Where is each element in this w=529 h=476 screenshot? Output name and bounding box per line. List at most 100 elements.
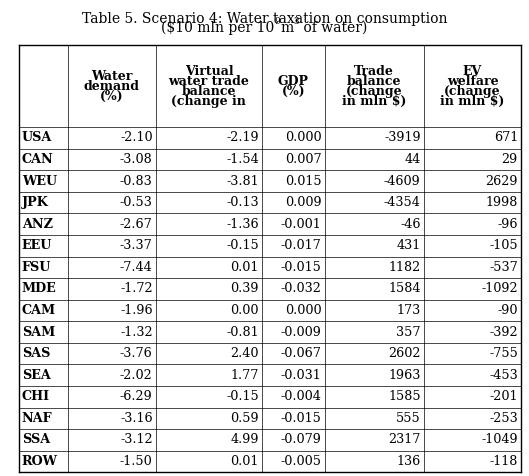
Text: CAM: CAM [22,304,56,317]
Text: 431: 431 [396,239,421,252]
Text: (change: (change [444,85,501,98]
Text: ANZ: ANZ [22,218,53,231]
Text: -0.009: -0.009 [280,326,321,338]
Text: EEU: EEU [22,239,52,252]
Text: 2317: 2317 [388,433,421,446]
Text: 555: 555 [396,412,421,425]
Text: -96: -96 [497,218,518,231]
Text: -0.005: -0.005 [280,455,321,468]
Text: 0.015: 0.015 [285,175,321,188]
Text: 0.000: 0.000 [285,304,321,317]
Text: 1182: 1182 [388,261,421,274]
Text: -253: -253 [489,412,518,425]
Text: 2629: 2629 [486,175,518,188]
Text: 1.77: 1.77 [231,369,259,382]
Text: -1.72: -1.72 [120,282,153,296]
Text: -118: -118 [489,455,518,468]
Text: -2.02: -2.02 [120,369,153,382]
Text: 357: 357 [396,326,421,338]
Text: 1584: 1584 [388,282,421,296]
Text: Water: Water [91,69,132,83]
Text: -0.15: -0.15 [226,390,259,403]
Text: -7.44: -7.44 [120,261,153,274]
Text: -90: -90 [497,304,518,317]
Text: EV: EV [463,65,482,78]
Text: 1998: 1998 [486,196,518,209]
Text: water trade: water trade [169,75,249,88]
Text: NAF: NAF [22,412,52,425]
Text: -0.015: -0.015 [280,412,321,425]
Text: SAS: SAS [22,347,50,360]
Text: 1585: 1585 [388,390,421,403]
Text: 0.009: 0.009 [285,196,321,209]
Text: Trade: Trade [354,65,394,78]
Text: JPK: JPK [22,196,49,209]
Text: -4609: -4609 [384,175,421,188]
Text: Virtual: Virtual [185,65,233,78]
Text: -0.81: -0.81 [226,326,259,338]
Text: 4.99: 4.99 [230,433,259,446]
Text: 0.007: 0.007 [285,153,321,166]
Text: -6.29: -6.29 [120,390,153,403]
Text: SSA: SSA [22,433,50,446]
Text: -453: -453 [489,369,518,382]
Text: 0.000: 0.000 [285,131,321,145]
Text: -1.32: -1.32 [120,326,153,338]
Text: Table 5. Scenario 4: Water taxation on consumption: Table 5. Scenario 4: Water taxation on c… [82,12,447,26]
Text: 0.00: 0.00 [230,304,259,317]
Text: ($10 mln per 10: ($10 mln per 10 [161,20,275,35]
Text: CAN: CAN [22,153,53,166]
Text: 136: 136 [396,455,421,468]
Text: -2.19: -2.19 [226,131,259,145]
Text: -3.76: -3.76 [120,347,153,360]
Text: -46: -46 [400,218,421,231]
Text: (change: (change [346,85,403,98]
Text: -0.15: -0.15 [226,239,259,252]
Text: WEU: WEU [22,175,57,188]
Text: 671: 671 [494,131,518,145]
Text: ROW: ROW [22,455,58,468]
Text: of water): of water) [299,20,368,35]
Text: 0.59: 0.59 [230,412,259,425]
Text: SAM: SAM [22,326,55,338]
Text: -0.53: -0.53 [120,196,153,209]
Text: -0.031: -0.031 [280,369,321,382]
Text: 44: 44 [405,153,421,166]
Text: -1092: -1092 [481,282,518,296]
Text: m: m [280,20,294,35]
Text: GDP: GDP [278,75,309,88]
Text: 173: 173 [396,304,421,317]
Text: 0.39: 0.39 [230,282,259,296]
Text: -537: -537 [489,261,518,274]
Text: -2.67: -2.67 [120,218,153,231]
Text: 0.01: 0.01 [231,261,259,274]
Text: -3.12: -3.12 [120,433,153,446]
Text: -392: -392 [489,326,518,338]
Text: -0.83: -0.83 [120,175,153,188]
Text: 29: 29 [501,153,518,166]
Text: -1.96: -1.96 [120,304,153,317]
Text: -0.079: -0.079 [280,433,321,446]
Text: (change in: (change in [171,95,247,108]
Text: -4354: -4354 [384,196,421,209]
Text: -0.13: -0.13 [226,196,259,209]
Text: 3: 3 [294,18,299,26]
Text: 2.40: 2.40 [230,347,259,360]
Text: SEA: SEA [22,369,50,382]
Text: -0.032: -0.032 [280,282,321,296]
Text: -3.08: -3.08 [120,153,153,166]
Text: in mln $): in mln $) [440,95,505,108]
Text: -3.37: -3.37 [120,239,153,252]
Text: (%): (%) [100,89,124,103]
Text: CHI: CHI [22,390,50,403]
Text: USA: USA [22,131,52,145]
Text: -0.004: -0.004 [280,390,321,403]
Text: -201: -201 [489,390,518,403]
Text: -0.067: -0.067 [280,347,321,360]
Text: -1.54: -1.54 [226,153,259,166]
Text: balance: balance [181,85,236,98]
Text: -1.50: -1.50 [120,455,153,468]
Text: -1.36: -1.36 [226,218,259,231]
Text: -105: -105 [489,239,518,252]
Text: -755: -755 [489,347,518,360]
